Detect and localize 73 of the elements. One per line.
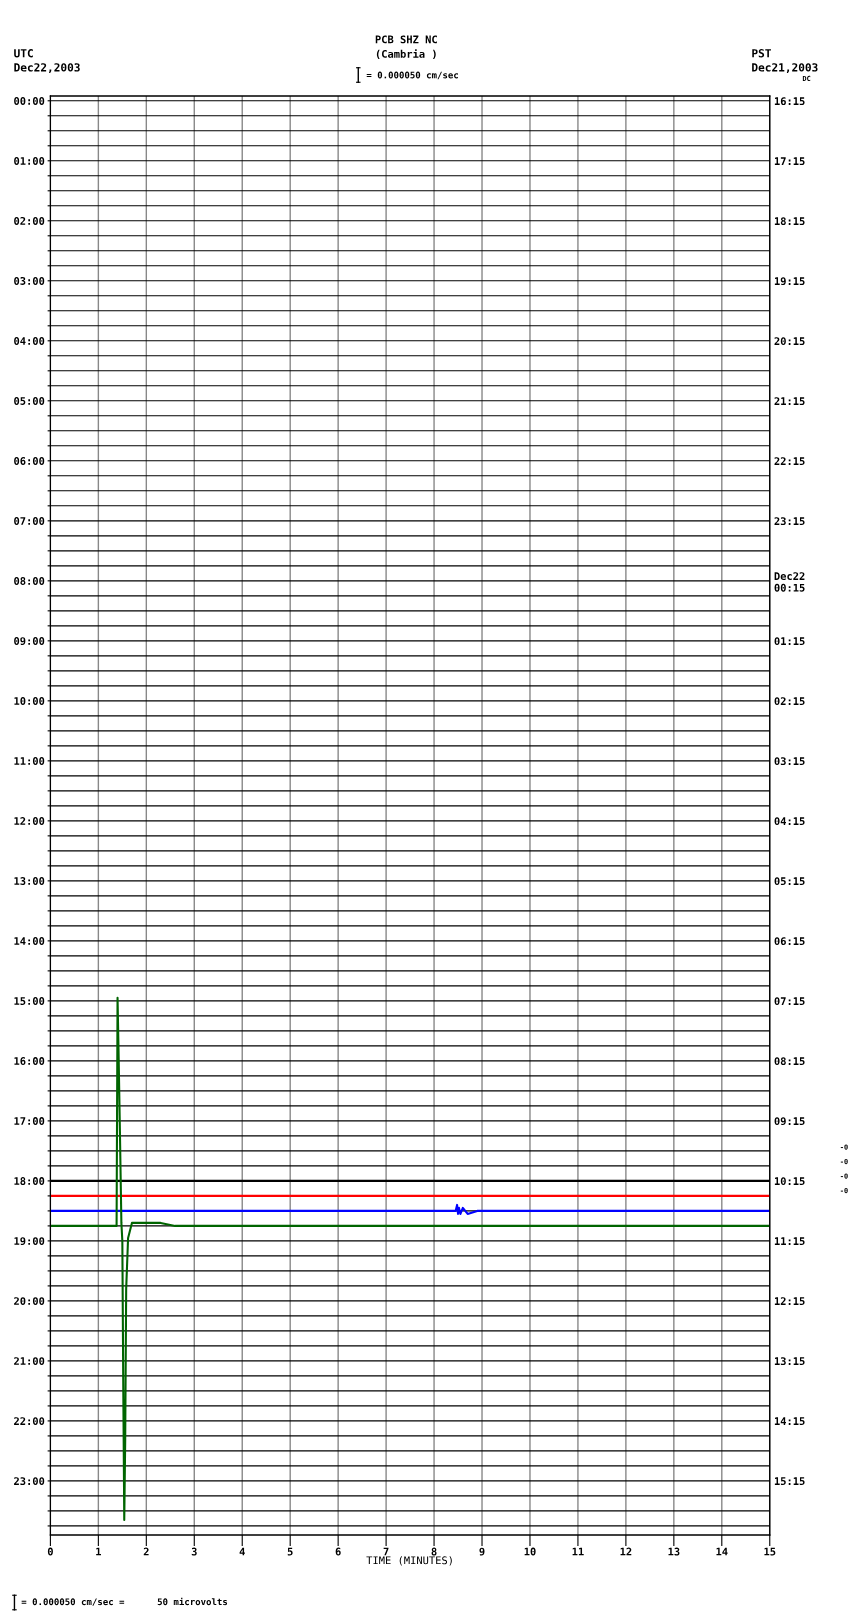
y2-tick-label: 01:15 — [774, 637, 805, 646]
y2-tick-label: 16:15 — [774, 97, 805, 106]
y2-tick-label: 07:15 — [774, 997, 805, 1006]
y2-tick-label: 03:15 — [774, 757, 805, 766]
y2-tick-label: 17:15 — [774, 157, 805, 166]
text: UTC Dec22,2003 — [14, 49, 80, 73]
y-tick-label: 12:00 — [14, 817, 45, 825]
y2-tick-label: 04:15 — [774, 817, 805, 826]
y2-tick-label: 12:15 — [774, 1297, 805, 1306]
y-tick-label: 15:00 — [14, 997, 45, 1005]
y-tick-label: 04:00 — [14, 337, 45, 345]
y2-tick-label: Dec22 00:15 — [774, 572, 805, 592]
x-tick-label: 13 — [668, 1547, 680, 1556]
chart-subtitle: (Cambria ) — [376, 49, 436, 60]
y-tick-label: 06:00 — [14, 457, 45, 465]
y2-tick-label: 21:15 — [774, 397, 805, 406]
line-series — [50, 1203, 770, 1215]
x-tick-label: 7 — [383, 1547, 389, 1556]
y2-tick-label: 23:15 — [774, 517, 805, 526]
y-tick-label: 07:00 — [14, 517, 45, 525]
x-tick-label: 11 — [572, 1547, 584, 1556]
text: = 0.000050 cm/sec — [366, 71, 458, 80]
x-tick-label: 14 — [716, 1547, 728, 1556]
x-tick-label: 15 — [764, 1547, 776, 1556]
y2-tick-label: 02:15 — [774, 697, 805, 706]
x-tick-label: 10 — [524, 1547, 536, 1556]
y-tick-label: 23:00 — [14, 1477, 45, 1486]
x-tick-label: 6 — [335, 1547, 341, 1556]
y2-tick-label: 10:15 — [774, 1177, 805, 1186]
y-tick-label: 14:00 — [14, 937, 45, 945]
y2-tick-label: 18:15 — [774, 217, 805, 226]
y2-tick-label: 06:15 — [774, 937, 805, 946]
y2-tick-label: 14:15 — [774, 1417, 805, 1426]
y2-tick-label: 09:15 — [774, 1117, 805, 1126]
x-tick-label: 4 — [239, 1547, 245, 1556]
y2-tick-label: 13:15 — [774, 1357, 805, 1366]
y-tick-label: 21:00 — [14, 1357, 45, 1366]
x-axis-title: TIME (MINUTES) — [366, 1556, 452, 1566]
y-tick-label: 19:00 — [14, 1237, 45, 1246]
y2-tick-label: 19:15 — [774, 277, 805, 286]
x-tick-label: 9 — [479, 1547, 485, 1556]
x-tick-label: 12 — [620, 1547, 632, 1556]
y-tick-label: 13:00 — [14, 877, 45, 885]
y2-tick-label: 20:15 — [774, 337, 805, 346]
y-tick-label: 00:00 — [14, 97, 45, 105]
y2-tick-label: 05:15 — [774, 877, 805, 886]
y-tick-label: 17:00 — [14, 1117, 45, 1125]
y-tick-label: 05:00 — [14, 397, 45, 405]
y2-tick-label: 08:15 — [774, 1057, 805, 1066]
x-tick-label: 5 — [287, 1547, 293, 1556]
y2-tick-label: 11:15 — [774, 1237, 805, 1246]
y-tick-label: 02:00 — [14, 217, 45, 225]
y-tick-label: 18:00 — [14, 1177, 45, 1185]
text: = 0.000050 cm/sec = 50 microvolts — [21, 1597, 228, 1606]
x-tick-label: 3 — [191, 1547, 197, 1556]
y-tick-label: 01:00 — [14, 157, 45, 165]
chart-title: PCB SHZ NC — [375, 35, 437, 44]
y-tick-label: 03:00 — [14, 277, 45, 285]
x-tick-label: 2 — [143, 1547, 149, 1556]
x-tick-label: 8 — [431, 1547, 437, 1556]
y-tick-label: 08:00 — [14, 577, 45, 585]
line-series — [50, 996, 770, 1521]
x-tick-label: 0 — [47, 1547, 53, 1556]
x-tick-label: 1 — [96, 1547, 101, 1556]
y2-tick-label: 15:15 — [774, 1477, 805, 1486]
text: PST Dec21,2003 — [752, 49, 818, 73]
y-tick-label: 22:00 — [14, 1417, 45, 1426]
y-tick-label: 10:00 — [14, 697, 45, 705]
y-tick-label: 09:00 — [14, 637, 45, 645]
y-tick-label: 16:00 — [14, 1057, 45, 1065]
y2-tick-label: 22:15 — [774, 457, 805, 466]
y-tick-label: 20:00 — [14, 1297, 45, 1306]
y-tick-label: 11:00 — [14, 757, 45, 765]
